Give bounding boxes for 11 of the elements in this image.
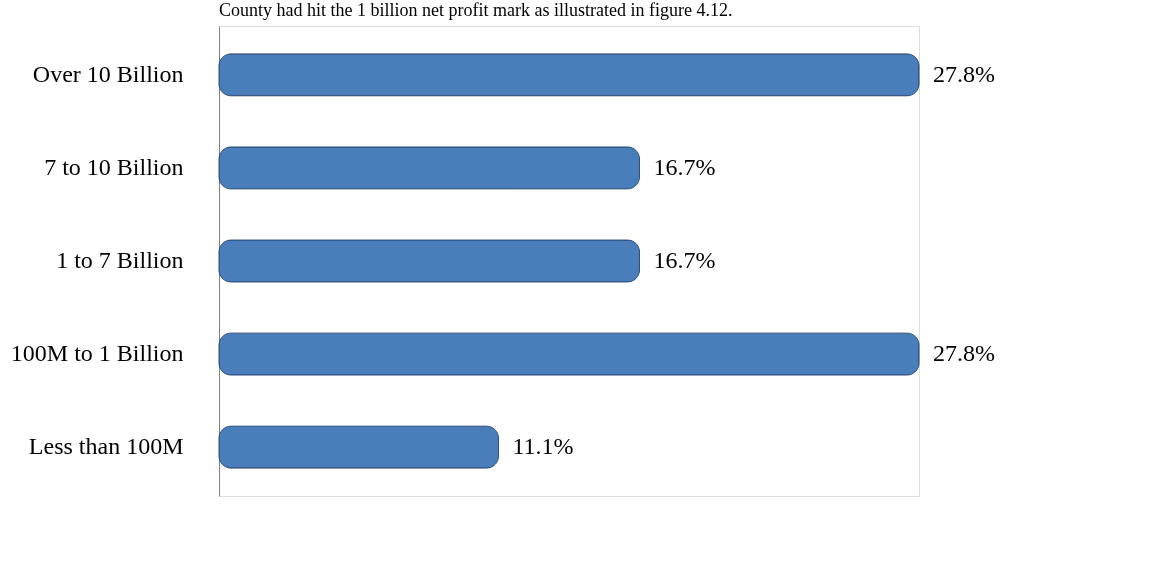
text: County had hit the 1 billion net profit mark as illustrated in figure 4.12. — [219, 0, 733, 20]
data-label: 16.7% — [653, 153, 716, 180]
y-tick-label: Less than 100M — [28, 433, 184, 460]
y-tick-label: 7 to 10 Billion — [44, 153, 184, 180]
data-label: 27.8% — [933, 340, 995, 367]
data-label: 16.7% — [653, 247, 716, 273]
data-label: 27.8% — [933, 60, 995, 87]
y-tick-label: Over 10 Billion — [32, 60, 184, 87]
data-label: 11.1% — [512, 433, 574, 460]
y-tick-label: 100M to 1 Billion — [10, 340, 184, 367]
y-tick-label: 1 to 7 Billion — [56, 247, 184, 273]
